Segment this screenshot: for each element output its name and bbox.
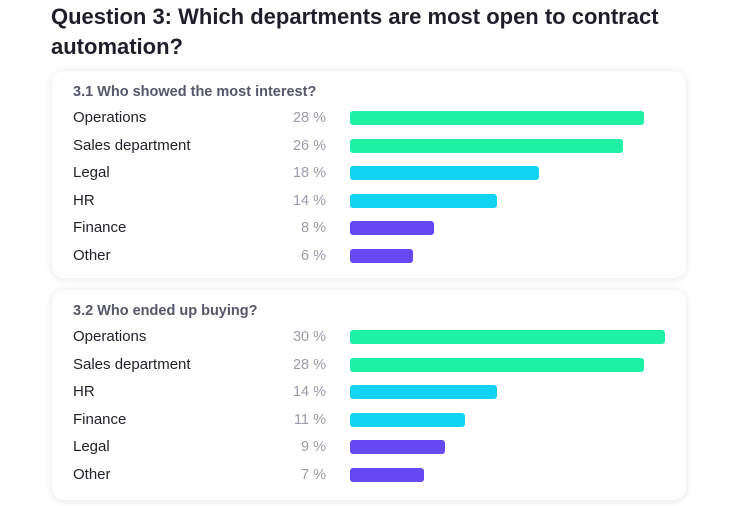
bar-row: Operations 30 % — [52, 327, 686, 347]
category-label: Other — [73, 466, 111, 483]
bar — [350, 330, 665, 344]
category-label: Legal — [73, 438, 110, 456]
category-label: HR — [73, 191, 95, 209]
bar — [350, 357, 644, 372]
bar — [350, 166, 539, 181]
bar-row: Sales department 28 % — [52, 355, 686, 375]
value-label: 14 % — [292, 384, 326, 401]
page-title: Question 3: Which departments are most o… — [51, 4, 659, 59]
bar-row: Other 6 % — [52, 246, 686, 266]
category-label: Operations — [73, 328, 147, 345]
category-label: Other — [73, 247, 111, 264]
category-label: Legal — [73, 164, 110, 182]
bar-row: HR 14 % — [52, 382, 686, 402]
value-label: 11 % — [294, 411, 326, 428]
chart-card-interest: 3.1 Who showed the most interest? Operat… — [52, 71, 686, 278]
value-label: 30 % — [292, 329, 326, 345]
bar-row: HR 14 % — [52, 191, 686, 211]
chart-title: 3.1 Who showed the most interest? — [73, 84, 317, 100]
bar-row: Operations 28 % — [52, 108, 686, 128]
bar-row: Legal 18 % — [52, 163, 686, 183]
chart-title: 3.2 Who ended up buying? — [73, 303, 258, 319]
bar — [350, 221, 434, 236]
category-label: Sales department — [73, 136, 191, 154]
chart-card-buying: 3.2 Who ended up buying? Operations 30 % S… — [52, 290, 686, 500]
category-label: HR — [73, 383, 95, 401]
category-label: Finance — [73, 410, 127, 428]
category-label: Operations — [73, 109, 147, 126]
bar-row: Legal 9 % — [52, 437, 686, 457]
value-label: 28 % — [292, 110, 326, 126]
bar — [350, 138, 623, 153]
bar — [350, 385, 497, 400]
value-label: 8 % — [301, 220, 326, 237]
bar — [350, 440, 445, 455]
category-label: Finance — [73, 219, 127, 237]
value-label: 26 % — [292, 137, 326, 154]
category-label: Sales department — [73, 355, 191, 373]
bar-row: Finance 8 % — [52, 218, 686, 238]
value-label: 7 % — [301, 467, 326, 483]
bar — [350, 193, 497, 208]
bar-row: Finance 11 % — [52, 410, 686, 430]
bar — [350, 412, 465, 427]
value-label: 28 % — [292, 356, 326, 373]
value-label: 6 % — [301, 248, 326, 264]
value-label: 9 % — [301, 439, 326, 456]
bar — [350, 249, 413, 263]
bar-row: Other 7 % — [52, 465, 686, 485]
bar-row: Sales department 26 % — [52, 136, 686, 156]
value-label: 18 % — [292, 165, 326, 182]
value-label: 14 % — [292, 192, 326, 209]
bar — [350, 468, 424, 482]
bar — [350, 111, 644, 125]
